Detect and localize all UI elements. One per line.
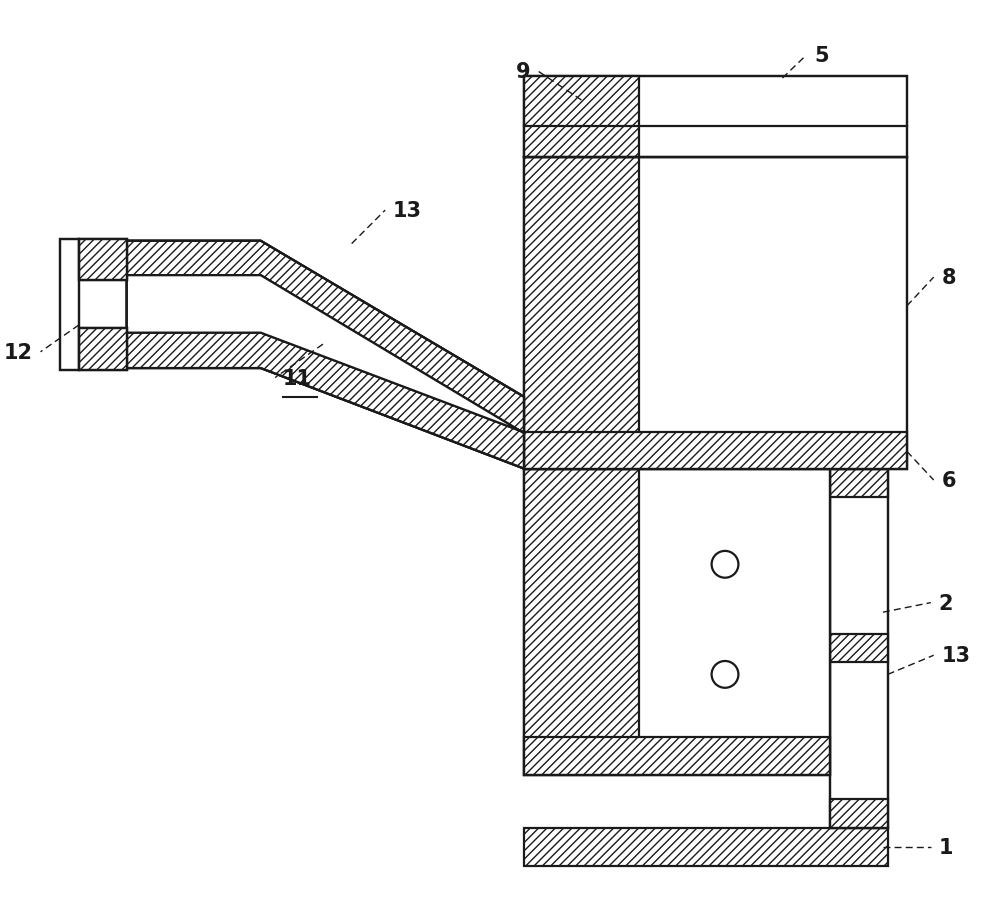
- Bar: [830, 799, 888, 828]
- Bar: [524, 158, 907, 469]
- Bar: [79, 328, 127, 370]
- Text: 13: 13: [393, 201, 422, 221]
- Bar: [524, 77, 907, 158]
- Bar: [79, 328, 127, 370]
- Text: 13: 13: [941, 645, 970, 665]
- Polygon shape: [127, 242, 524, 434]
- Bar: [830, 469, 888, 498]
- Text: 11: 11: [283, 369, 312, 388]
- Bar: [830, 634, 888, 663]
- Bar: [524, 158, 639, 469]
- Bar: [79, 240, 127, 280]
- Text: 2: 2: [938, 593, 953, 613]
- Polygon shape: [127, 276, 524, 434]
- Text: 8: 8: [941, 267, 956, 288]
- Bar: [524, 469, 830, 775]
- Bar: [60, 240, 79, 370]
- Bar: [79, 240, 127, 280]
- Bar: [830, 469, 888, 828]
- Bar: [60, 240, 79, 370]
- Bar: [79, 328, 127, 370]
- Polygon shape: [127, 242, 524, 469]
- Bar: [524, 737, 830, 775]
- Bar: [830, 469, 888, 828]
- Bar: [524, 828, 888, 866]
- Text: 12: 12: [4, 343, 33, 362]
- Text: 9: 9: [516, 62, 531, 82]
- Bar: [524, 77, 907, 158]
- Text: 1: 1: [938, 837, 953, 857]
- Text: 6: 6: [941, 471, 956, 491]
- Bar: [524, 433, 907, 469]
- Polygon shape: [127, 334, 524, 469]
- Bar: [524, 77, 639, 158]
- Bar: [524, 158, 907, 469]
- Bar: [524, 469, 830, 775]
- Bar: [79, 240, 127, 280]
- Text: 5: 5: [814, 46, 829, 66]
- Bar: [524, 469, 639, 775]
